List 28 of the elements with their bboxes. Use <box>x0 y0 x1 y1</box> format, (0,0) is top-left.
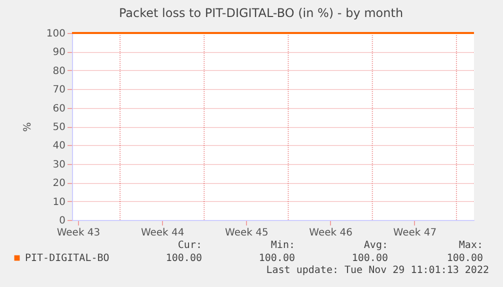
x-tick-label: Week 44 <box>140 228 184 238</box>
text: Cur: <box>178 240 202 251</box>
x-tick-label: Week 45 <box>225 228 268 238</box>
y-tick-label: 60 <box>52 103 66 114</box>
chart-title: Packet loss to PIT-DIGITAL-BO (in %) - by month <box>118 6 404 20</box>
text: 100.00 <box>258 253 295 264</box>
y-tick-label: 80 <box>52 66 66 77</box>
x-tick-label: Week 47 <box>393 228 437 238</box>
y-tick-label: 50 <box>52 122 66 133</box>
text: Min: <box>270 240 295 251</box>
y-tick-label: 30 <box>52 159 66 170</box>
y-axis-title: % <box>22 122 34 132</box>
y-tick-label: 0 <box>59 216 66 226</box>
text: 100.00 <box>166 253 202 264</box>
y-tick-label: 10 <box>52 196 66 208</box>
text: Avg: <box>364 240 388 251</box>
y-tick-label: 70 <box>52 84 66 96</box>
legend-label: PIT-DIGITAL-BO <box>25 253 110 264</box>
text: 100.00 <box>352 253 388 264</box>
text: 100.00 <box>446 253 483 264</box>
x-tick-label: Week 46 <box>309 228 352 238</box>
text: Last update: Tue Nov 29 11:01:13 2022 <box>266 265 489 276</box>
text: Max: <box>458 240 483 251</box>
x-tick-label: Week 43 <box>56 228 100 238</box>
y-tick-label: 20 <box>52 178 66 190</box>
y-tick-label: 100 <box>46 28 66 40</box>
y-tick-label: 90 <box>52 47 66 58</box>
y-tick-label: 40 <box>52 140 66 152</box>
